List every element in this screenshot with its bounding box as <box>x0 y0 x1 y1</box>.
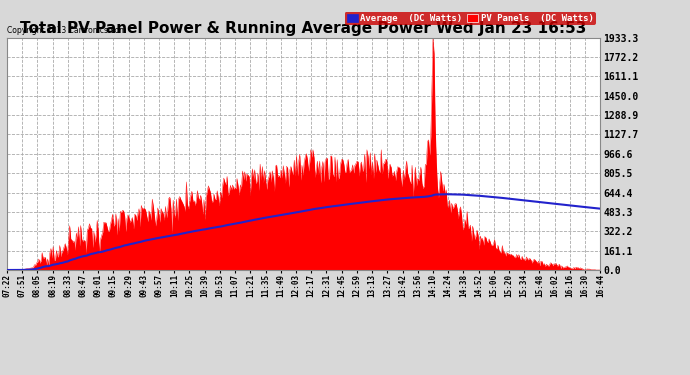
Legend: Average  (DC Watts), PV Panels  (DC Watts): Average (DC Watts), PV Panels (DC Watts) <box>345 12 595 25</box>
Title: Total PV Panel Power & Running Average Power Wed Jan 23 16:53: Total PV Panel Power & Running Average P… <box>21 21 586 36</box>
Text: Copyright 2013 Cartronics.com: Copyright 2013 Cartronics.com <box>8 26 127 35</box>
